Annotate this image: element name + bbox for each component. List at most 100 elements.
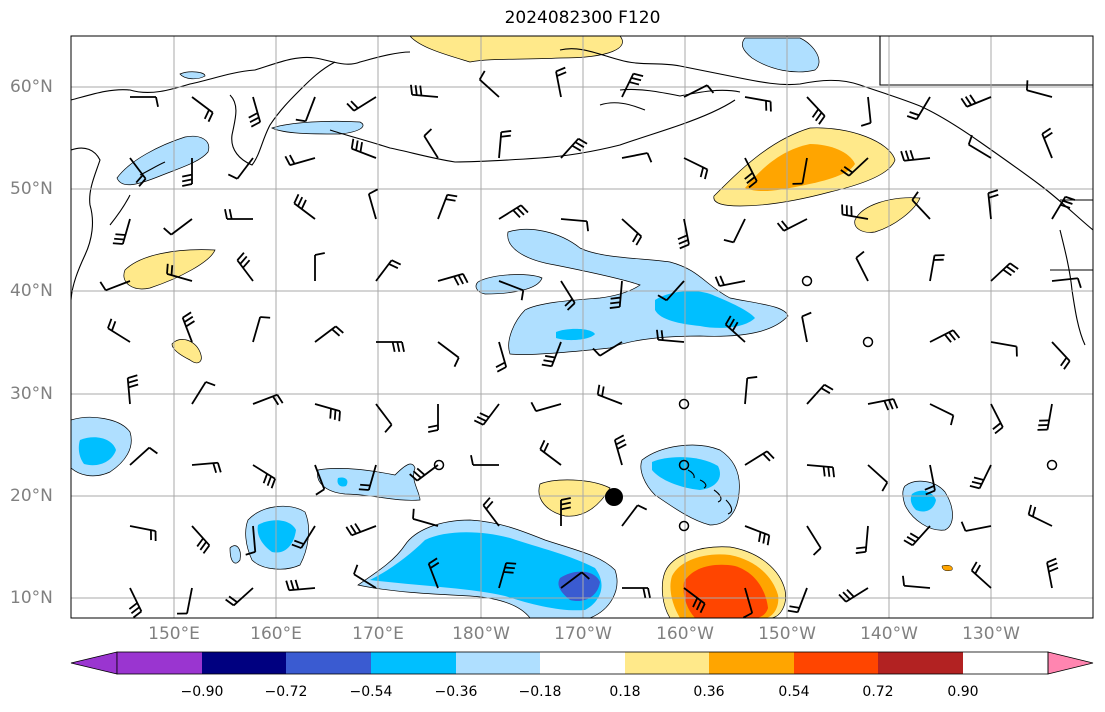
lon-label-140w: 140°W — [860, 624, 918, 644]
wind-barb — [291, 525, 316, 549]
negative-anomaly-region — [556, 328, 595, 341]
wind-barb — [498, 130, 512, 159]
wind-barb — [787, 587, 808, 614]
wind-barb — [314, 464, 326, 496]
negative-anomaly-region — [558, 571, 600, 602]
colorbar-segment — [202, 652, 286, 674]
positive-anomaly-region — [538, 479, 611, 517]
wind-barb — [990, 341, 1018, 357]
north-america-coastline — [1059, 229, 1086, 346]
wind-barb — [473, 403, 500, 426]
wind-barb — [295, 96, 316, 123]
map-frame — [70, 35, 1094, 619]
wind-barb — [126, 374, 139, 405]
wind-barbs — [99, 66, 1082, 618]
wind-barb — [987, 189, 999, 220]
wind-barb — [621, 504, 648, 527]
colorbar-tick: 0.72 — [862, 684, 894, 700]
wind-barb — [350, 138, 377, 159]
wind-barb — [252, 316, 271, 343]
wind-barb — [191, 461, 222, 473]
wind-barb — [1041, 127, 1053, 159]
wind-barb — [181, 311, 195, 343]
lon-label-160e: 160°E — [250, 624, 302, 644]
wind-barb — [530, 401, 562, 413]
wind-barb — [482, 497, 500, 527]
wind-barb — [723, 218, 746, 244]
wind-barb — [129, 525, 157, 541]
colorbar-tick: 0.90 — [947, 684, 979, 700]
wind-barb — [855, 525, 869, 554]
negative-anomaly-region — [742, 37, 820, 73]
wind-barb — [744, 525, 771, 546]
colorbar-tick: 0.36 — [693, 684, 725, 700]
wind-barb — [560, 218, 589, 232]
colorbar-segment — [371, 652, 456, 674]
alaska-interior-coastline — [599, 88, 741, 111]
asia-coastline — [71, 51, 411, 101]
lat-label-50n: 50°N — [10, 179, 53, 199]
wind-barb — [409, 464, 439, 482]
aleutian-islands — [329, 99, 736, 163]
wind-barb — [683, 587, 706, 614]
wind-barb — [560, 571, 590, 589]
negative-anomaly-region — [271, 120, 364, 135]
wind-barb — [929, 329, 961, 343]
wind-barb — [227, 157, 254, 180]
wind-barb — [622, 587, 651, 598]
wind-barb — [744, 376, 758, 405]
wind-barb — [248, 96, 262, 128]
colorbar — [70, 651, 1094, 675]
lon-label-160w: 160°W — [656, 624, 714, 644]
wind-barb — [855, 250, 869, 282]
calm-circle — [678, 459, 690, 471]
wind-barb — [375, 403, 393, 433]
wind-barb — [470, 455, 499, 466]
wind-barb — [367, 188, 379, 220]
colorbar-frame — [116, 651, 1049, 675]
wind-barb — [801, 311, 812, 343]
wind-barb — [792, 157, 808, 185]
wind-barb — [838, 587, 869, 603]
wind-barb — [129, 446, 158, 466]
lat-label-30n: 30°N — [10, 384, 53, 404]
hawaii-islands — [687, 469, 733, 515]
wind-barb — [130, 96, 159, 107]
colorbar-tick: −0.72 — [264, 684, 308, 700]
wind-barb — [560, 137, 588, 159]
colorbar-segment — [540, 652, 625, 674]
calm-circle — [433, 459, 445, 471]
colorbar-segment — [117, 652, 202, 674]
negative-anomaly-region — [229, 545, 241, 564]
wind-barb — [236, 252, 254, 282]
wind-barb — [191, 96, 214, 123]
wind-barb — [177, 587, 193, 615]
wind-barb — [714, 275, 746, 287]
wind-barb — [1027, 504, 1053, 527]
wind-barb — [345, 523, 377, 537]
positive-anomaly-region — [123, 249, 216, 290]
wind-barb — [841, 204, 869, 220]
negative-anomaly-region — [179, 71, 206, 80]
anomaly-fields — [71, 36, 953, 618]
wind-barb — [128, 587, 143, 618]
wind-barb — [621, 152, 653, 163]
wind-barb — [744, 157, 758, 189]
wind-barb — [609, 280, 623, 309]
wind-barb — [776, 218, 808, 232]
wind-barb — [182, 158, 193, 187]
wind-barb — [911, 191, 931, 220]
canada-us-border — [879, 36, 1093, 271]
wind-barb — [560, 280, 576, 311]
colorbar-tick: −0.90 — [180, 684, 224, 700]
wind-barb — [867, 464, 889, 492]
wind-barb — [163, 218, 193, 236]
colorbar-extend-low — [70, 651, 118, 675]
positive-anomaly-region — [854, 197, 921, 233]
negative-anomaly-region — [78, 437, 116, 466]
wind-barb — [621, 72, 644, 98]
lat-label-10n: 10°N — [10, 588, 53, 608]
wind-barb — [245, 525, 257, 556]
wind-barb — [1051, 277, 1082, 289]
